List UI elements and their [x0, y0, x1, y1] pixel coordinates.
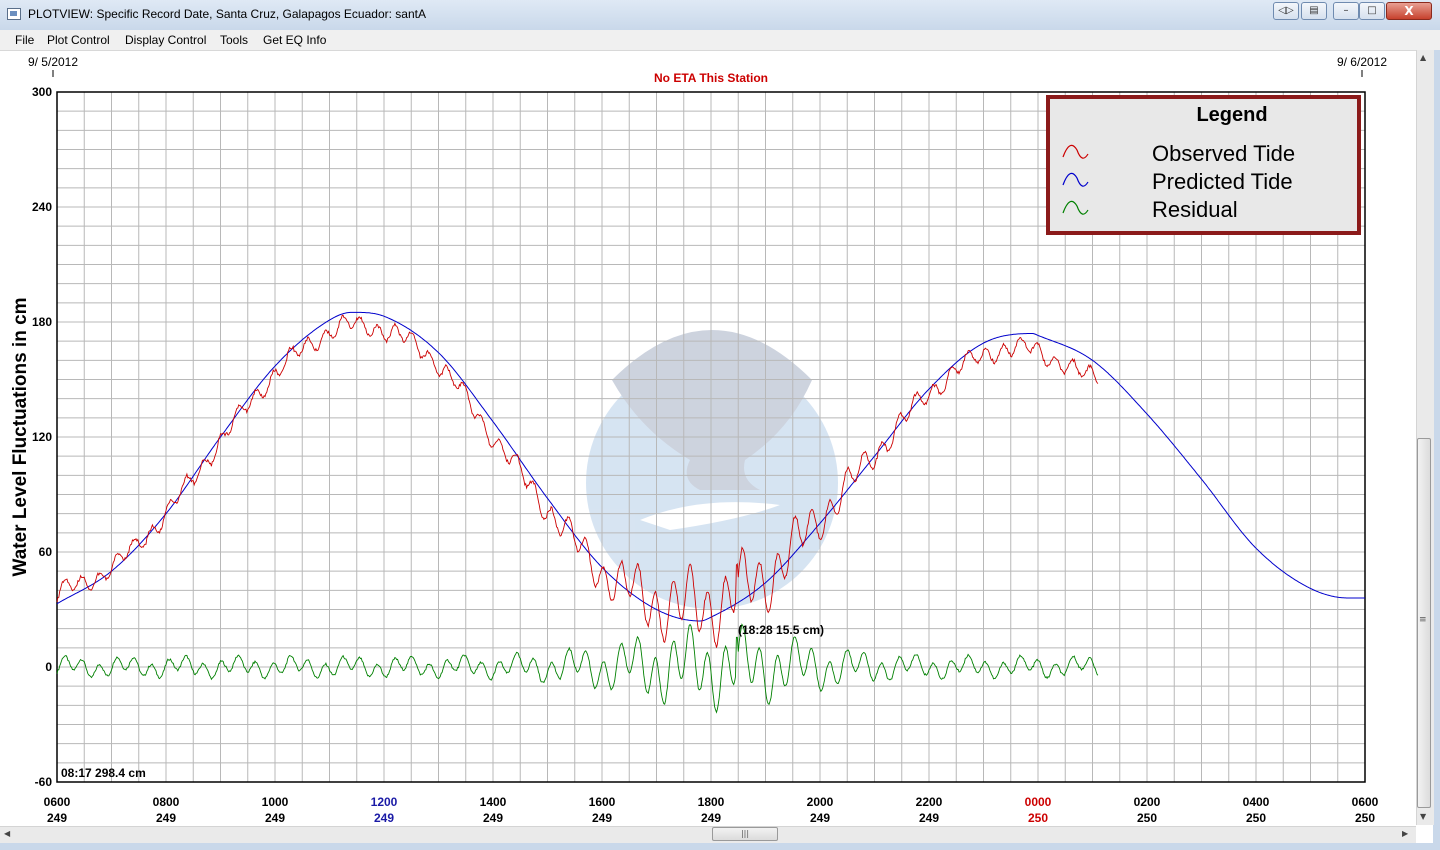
scroll-up-arrow-icon[interactable]: ▲ [1420, 53, 1427, 62]
y-tick-label: 300 [32, 85, 52, 99]
menu-display-control[interactable]: Display Control [125, 33, 207, 47]
scroll-down-arrow-icon[interactable]: ▼ [1420, 812, 1427, 821]
legend-box [1046, 95, 1361, 235]
legend-label-predicted: Predicted Tide [1152, 169, 1293, 194]
x-tick-day-label: 250 [1028, 811, 1048, 825]
x-tick-time-label: 1000 [262, 795, 289, 809]
x-tick-time-label: 1400 [480, 795, 507, 809]
x-tick-day-label: 249 [265, 811, 285, 825]
y-tick-label: 0 [45, 660, 52, 674]
horizontal-scroll-thumb[interactable]: ||| [712, 827, 778, 841]
x-tick-day-label: 249 [374, 811, 394, 825]
x-tick-time-label: 1800 [698, 795, 725, 809]
y-tick-label: 120 [32, 430, 52, 444]
chart-title: No ETA This Station [654, 71, 768, 85]
legend-label-residual: Residual [1152, 197, 1238, 222]
minimize-button[interactable]: – [1333, 2, 1359, 20]
vertical-scroll-thumb[interactable] [1417, 438, 1431, 808]
legend-swatch-residual [1062, 200, 1089, 215]
x-tick-day-label: 249 [701, 811, 721, 825]
y-tick-label: 240 [32, 200, 52, 214]
x-tick-day-label: 250 [1355, 811, 1375, 825]
x-tick-day-label: 249 [592, 811, 612, 825]
x-tick-day-label: 250 [1137, 811, 1157, 825]
copy-button[interactable]: ▤ [1301, 2, 1327, 20]
x-tick-day-label: 249 [483, 811, 503, 825]
window-title: PLOTVIEW: Specific Record Date, Santa Cr… [28, 7, 426, 21]
x-tick-time-label: 0600 [1352, 795, 1379, 809]
legend-title: Legend [1196, 104, 1267, 126]
date-end-label: 9/ 6/2012 [1337, 55, 1387, 69]
series-line-observed-tide [56, 314, 1099, 648]
x-tick-day-label: 249 [919, 811, 939, 825]
x-tick-time-label: 2000 [807, 795, 834, 809]
close-button[interactable]: X [1386, 2, 1432, 20]
series-layer [56, 311, 1365, 714]
x-tick-day-label: 249 [156, 811, 176, 825]
x-axis-ticks: 0600 249 0800 249 1000 249 1200 249 1400 249 1600 2… [44, 795, 1379, 825]
scroll-left-arrow-icon[interactable]: ◀ [4, 829, 11, 838]
menu-get-eq-info[interactable]: Get EQ Info [263, 33, 327, 47]
x-tick-time-label: 0200 [1134, 795, 1161, 809]
legend: Legend Observed Tide Predicted Tide Resi… [1046, 95, 1361, 235]
menu-plot-control[interactable]: Plot Control [47, 33, 110, 47]
y-axis-label: Water Level Fluctuations in cm [10, 297, 31, 576]
x-tick-day-label: 249 [47, 811, 67, 825]
horizontal-scrollbar[interactable] [0, 826, 1416, 843]
plot-frame [56, 91, 1366, 783]
y-tick-label: -60 [35, 775, 53, 789]
menu-tools[interactable]: Tools [220, 33, 249, 47]
legend-label-observed: Observed Tide [1152, 141, 1295, 166]
title-bar: PLOTVIEW: Specific Record Date, Santa Cr… [0, 0, 1440, 31]
max-residual-annotation: (18:28 15.5 cm) [738, 623, 824, 637]
x-tick-time-label: 0800 [153, 795, 180, 809]
series-line-predicted-tide [56, 311, 1365, 622]
back-forward-button[interactable]: ◁▷ [1273, 2, 1299, 20]
maximize-button[interactable]: □ [1359, 2, 1385, 20]
x-tick-time-label: 0600 [44, 795, 71, 809]
vertical-grip-icon: ≡ [1419, 615, 1427, 625]
legend-swatch-predicted [1062, 172, 1089, 187]
window-frame-bottom [0, 843, 1440, 850]
tide-chart: -60 0 60 120 180 240 300 0600 249 0800 249 1000 249… [10, 55, 1387, 825]
x-tick-day-label: 249 [810, 811, 830, 825]
y-tick-label: 180 [32, 315, 52, 329]
menu-file[interactable]: File [15, 33, 35, 47]
date-start-label: 9/ 5/2012 [28, 55, 78, 69]
window-frame-right [1433, 50, 1440, 843]
x-tick-time-label: 2200 [916, 795, 943, 809]
cursor-readout: 08:17 298.4 cm [61, 766, 146, 780]
x-tick-time-label: 0400 [1243, 795, 1270, 809]
x-tick-time-label: 1600 [589, 795, 616, 809]
y-tick-label: 60 [39, 545, 53, 559]
x-tick-time-label: 0000 [1025, 795, 1052, 809]
series-line-residual [56, 623, 1099, 714]
app-icon[interactable] [7, 8, 21, 20]
menu-bar: File Plot Control Display Control Tools … [0, 30, 1440, 51]
x-tick-time-label: 1200 [371, 795, 398, 809]
y-axis-ticks: -60 0 60 120 180 240 300 [32, 85, 52, 789]
scroll-right-arrow-icon[interactable]: ▶ [1402, 829, 1409, 838]
x-tick-day-label: 250 [1246, 811, 1266, 825]
watermark-logo [586, 330, 838, 609]
legend-swatch-observed [1062, 144, 1089, 159]
